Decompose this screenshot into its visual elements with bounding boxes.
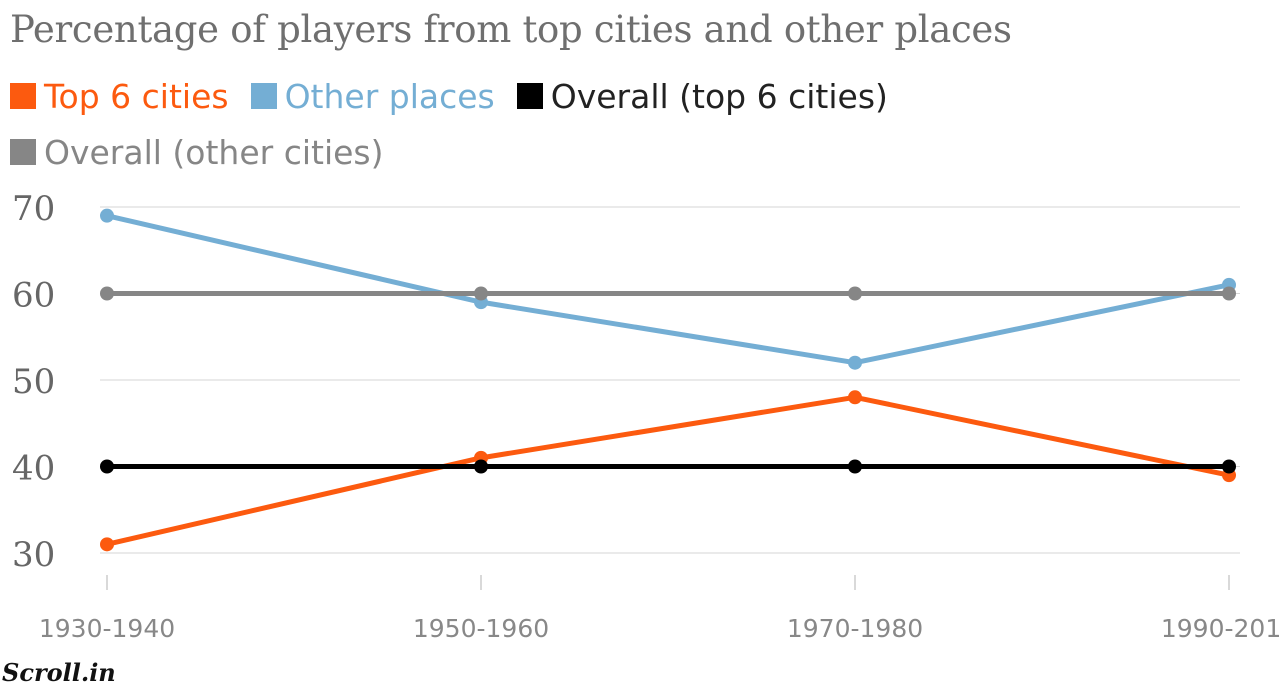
chart-legend: Top 6 cities Other places Overall (top 6… bbox=[10, 76, 950, 172]
legend-label: Top 6 cities bbox=[44, 76, 229, 116]
data-point bbox=[100, 537, 114, 552]
data-point bbox=[848, 355, 862, 370]
data-point bbox=[100, 459, 114, 474]
data-point bbox=[474, 459, 488, 474]
y-tick-label: 30 bbox=[12, 535, 55, 575]
x-tick-label: 1990-2017 bbox=[1161, 614, 1280, 643]
data-point bbox=[100, 286, 114, 301]
y-tick-label: 40 bbox=[12, 449, 55, 489]
y-tick-label: 50 bbox=[12, 362, 55, 402]
data-point bbox=[1222, 459, 1236, 474]
data-point bbox=[848, 286, 862, 301]
data-point bbox=[474, 286, 488, 301]
x-tick-label: 1970-1980 bbox=[787, 614, 923, 643]
y-tick-label: 60 bbox=[12, 276, 55, 316]
legend-swatch bbox=[250, 83, 277, 109]
data-point bbox=[848, 390, 862, 405]
legend-label: Other places bbox=[284, 76, 495, 116]
legend-swatch bbox=[10, 83, 36, 109]
legend-label: Overall (top 6 cities) bbox=[550, 76, 888, 116]
data-point bbox=[1222, 286, 1236, 301]
series-line-0 bbox=[104, 394, 1232, 547]
scroll-logo: Scroll.in bbox=[2, 658, 116, 687]
legend-label: Overall (other cities) bbox=[44, 132, 384, 172]
y-tick-label: 70 bbox=[12, 189, 55, 229]
data-point bbox=[100, 208, 114, 223]
legend-swatch bbox=[10, 139, 36, 165]
legend-item-other-places: Other places bbox=[250, 76, 495, 116]
legend-item-top-6-cities: Top 6 cities bbox=[10, 76, 229, 116]
x-tick-label: 1930-1940 bbox=[39, 614, 175, 643]
x-tick-label: 1950-1960 bbox=[413, 614, 549, 643]
legend-item-overall-other-cities: Overall (other cities) bbox=[10, 132, 384, 172]
data-point bbox=[848, 459, 862, 474]
series-line-1 bbox=[104, 213, 1232, 366]
legend-swatch bbox=[516, 83, 543, 109]
legend-item-overall-top-6-cities: Overall (top 6 cities) bbox=[516, 76, 888, 116]
chart-title: Percentage of players from top cities an… bbox=[10, 8, 1012, 51]
